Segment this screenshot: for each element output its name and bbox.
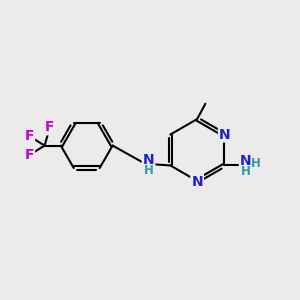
Text: H: H: [144, 164, 154, 177]
Text: N: N: [191, 175, 203, 188]
Text: N: N: [219, 128, 231, 142]
Text: H: H: [250, 157, 260, 169]
Text: F: F: [45, 120, 55, 134]
Text: F: F: [25, 129, 34, 143]
Text: N: N: [143, 153, 154, 166]
Text: F: F: [25, 148, 34, 162]
Text: H: H: [241, 165, 250, 178]
Text: N: N: [240, 154, 251, 168]
